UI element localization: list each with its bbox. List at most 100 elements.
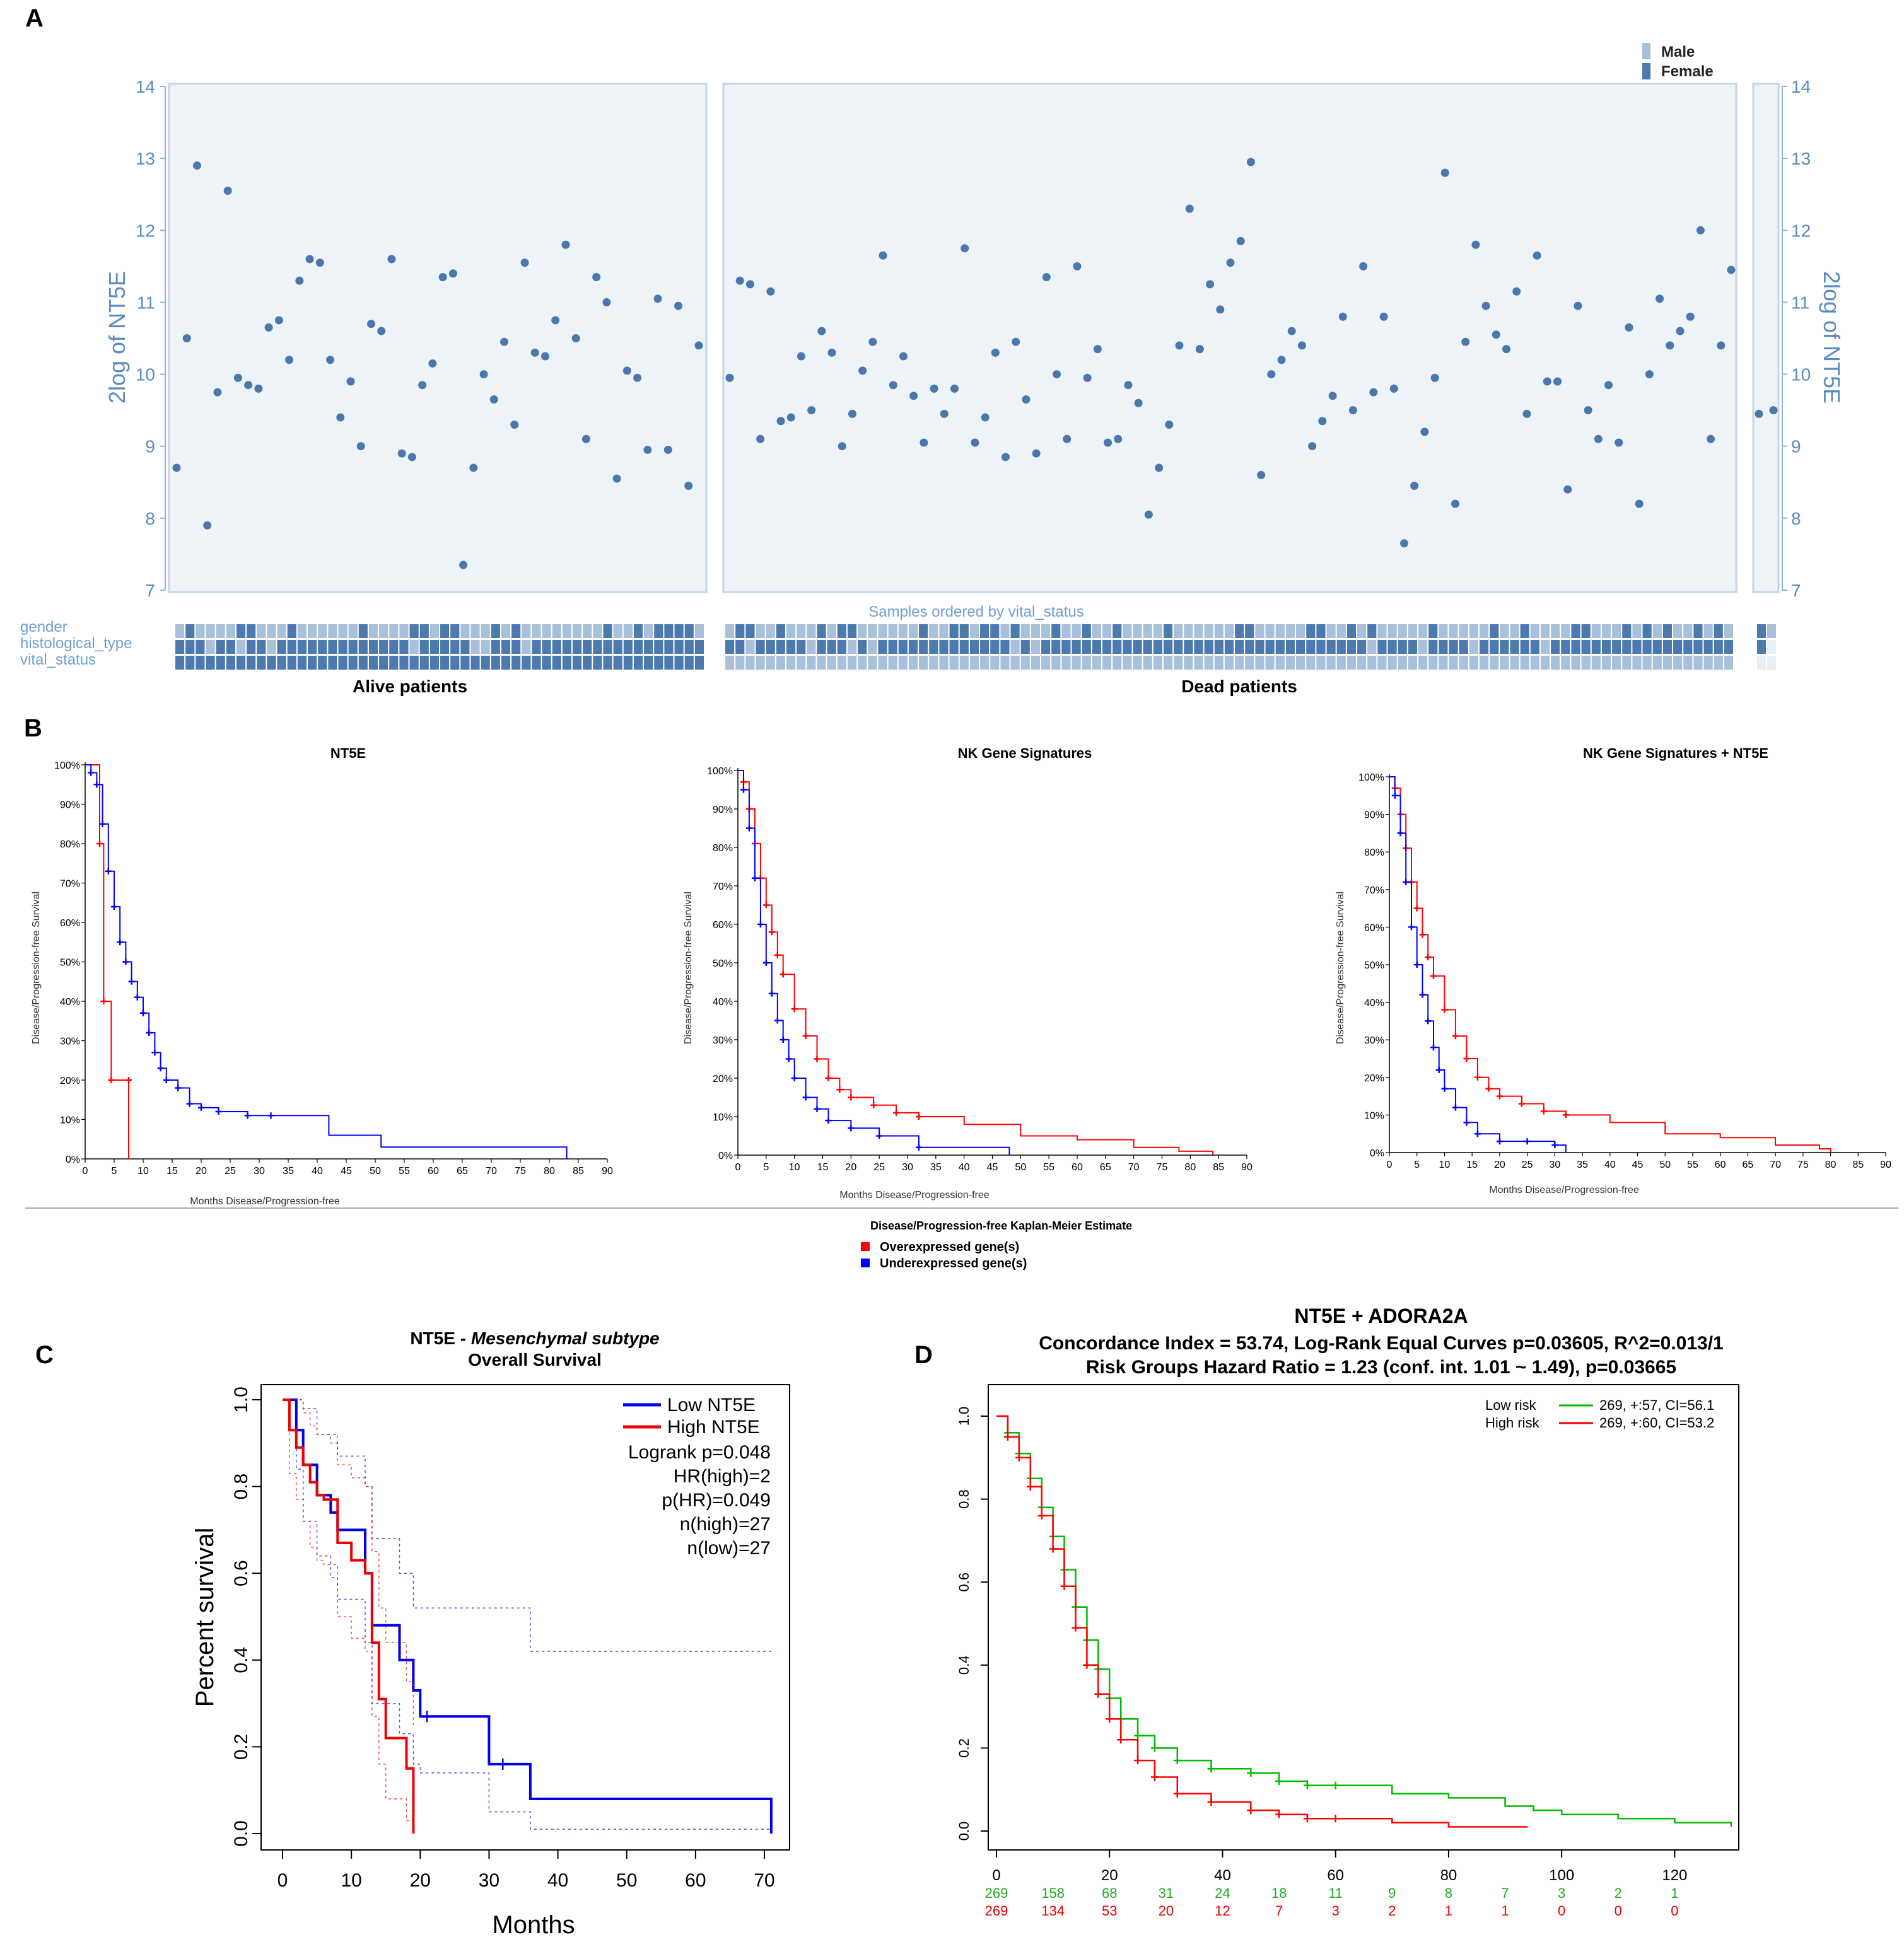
gender-cell xyxy=(1031,624,1041,638)
data-point xyxy=(961,244,969,253)
vital-status-cell xyxy=(1316,656,1326,670)
gender-cell xyxy=(1714,624,1723,638)
histological-type-cell xyxy=(1724,640,1733,654)
data-point xyxy=(930,384,938,393)
data-point xyxy=(1615,438,1623,447)
censor-mark xyxy=(1117,1736,1125,1744)
data-point xyxy=(1379,312,1388,321)
histological-type-cell xyxy=(929,640,938,654)
vital-status-cell xyxy=(1306,656,1316,670)
y-tick-label-right: 7 xyxy=(1791,581,1801,600)
vital-status-cell xyxy=(1724,656,1733,670)
vital-status-cell xyxy=(1703,656,1713,670)
data-point xyxy=(1348,406,1357,415)
data-point xyxy=(315,259,324,267)
y-tick-label: 0.4 xyxy=(231,1647,252,1673)
gender-cell xyxy=(236,624,246,638)
histological-type-cell xyxy=(593,640,602,654)
censor-mark xyxy=(128,978,135,985)
vital-status-cell xyxy=(797,656,806,670)
risk-table-high: 53 xyxy=(1102,1903,1117,1919)
gender-cell xyxy=(368,624,378,638)
histological-type-cell xyxy=(389,640,399,654)
panel-d-axes: 0 20 40 60 80 100 120 0.0 0.2 0.4 0.6 0.8 1.0 xyxy=(956,1407,1687,1884)
vital-status-cell xyxy=(491,656,500,670)
gender-cell xyxy=(1510,624,1519,638)
vital-status-cell xyxy=(409,656,419,670)
histological-type-cell xyxy=(1174,640,1183,654)
histological-type-cell xyxy=(756,640,765,654)
vital-status-cell xyxy=(216,656,225,670)
km-plot-nk-gene-signatures: NK Gene Signatures Disease/Progression-f… xyxy=(683,745,1253,1201)
gender-cell xyxy=(206,624,215,638)
gender-cell xyxy=(1387,624,1397,638)
censor-mark xyxy=(1207,1798,1215,1806)
panel-a-label: A xyxy=(25,4,44,32)
gender-cell xyxy=(1000,624,1010,638)
data-point xyxy=(397,449,406,458)
gender-cell xyxy=(1551,624,1560,638)
y-tick-label-right: 13 xyxy=(1791,149,1811,168)
censor-mark xyxy=(122,958,129,965)
histological-type-cell xyxy=(654,640,663,654)
panel-a: A 7 8 9 10 11 12 13 14 7 8 9 10 11 12 13 14 2log of NT… xyxy=(20,4,1845,696)
data-point xyxy=(520,259,529,267)
risk-table-low: 8 xyxy=(1445,1885,1452,1901)
histological-type-cell xyxy=(1224,640,1234,654)
panel-c-plot-box xyxy=(260,1384,790,1851)
panel-a-plot-area-alive xyxy=(168,83,708,593)
x-tick-label: 60 xyxy=(1715,1160,1726,1170)
censor-mark xyxy=(1083,1661,1091,1669)
gender-cell xyxy=(399,624,409,638)
censor-mark xyxy=(791,1075,798,1081)
vital-status-cell xyxy=(511,656,521,670)
histological-type-cell xyxy=(399,640,409,654)
x-tick-label: 0 xyxy=(735,1162,741,1173)
vital-status-cell xyxy=(603,656,612,670)
y-tick-label: 60% xyxy=(1364,922,1384,933)
gender-cell xyxy=(429,624,439,638)
data-point xyxy=(1022,395,1031,404)
gender-cell xyxy=(959,624,969,638)
x-tick-label: 20 xyxy=(196,1166,207,1177)
vital-status-cell xyxy=(1082,656,1091,670)
histological-type-cell xyxy=(460,640,470,654)
vital-status-cell xyxy=(1010,656,1020,670)
risk-table-low: 7 xyxy=(1501,1885,1509,1901)
panel-c-axes: 0 10 20 30 40 50 60 70 0.0 0.2 0.4 0.6 0.8 1.0 xyxy=(231,1387,775,1891)
data-point xyxy=(1543,377,1551,386)
censor-mark xyxy=(100,998,107,1004)
vital-status-cell xyxy=(725,656,735,670)
y-tick-label: 90% xyxy=(1364,810,1384,821)
x-tick-label: 40 xyxy=(312,1166,323,1177)
data-point xyxy=(551,316,560,325)
censor-mark xyxy=(1003,1433,1012,1441)
vital-status-cell xyxy=(633,656,643,670)
high-nt5e-lower-ci xyxy=(283,1399,414,1834)
histological-type-cell xyxy=(1041,640,1051,654)
stat-hr-high: HR(high)=2 xyxy=(674,1466,771,1487)
censor-mark xyxy=(780,1037,786,1043)
histological-type-cell xyxy=(603,640,612,654)
data-point xyxy=(182,334,191,342)
x-tick-label: 10 xyxy=(1439,1160,1451,1170)
x-tick-label: 20 xyxy=(410,1870,431,1891)
histological-type-cell xyxy=(1500,640,1509,654)
vital-status-cell xyxy=(1398,656,1407,670)
y-tick-label: 0.6 xyxy=(231,1560,252,1586)
histological-type-cell xyxy=(1408,640,1417,654)
histological-type-cell xyxy=(308,640,317,654)
censor-mark xyxy=(1551,1142,1558,1149)
data-point xyxy=(172,463,181,472)
data-point xyxy=(459,561,468,569)
gender-cell xyxy=(1530,624,1539,638)
gender-cell xyxy=(654,624,663,638)
censor-mark xyxy=(1518,1100,1525,1107)
data-point xyxy=(326,356,335,364)
vital-status-cell xyxy=(644,656,653,670)
gender-cell xyxy=(1204,624,1213,638)
histological-type-cell xyxy=(1051,640,1061,654)
vital-status-cell xyxy=(1235,656,1244,670)
censor-mark xyxy=(1134,1731,1142,1740)
histological-type-cell xyxy=(1143,640,1152,654)
